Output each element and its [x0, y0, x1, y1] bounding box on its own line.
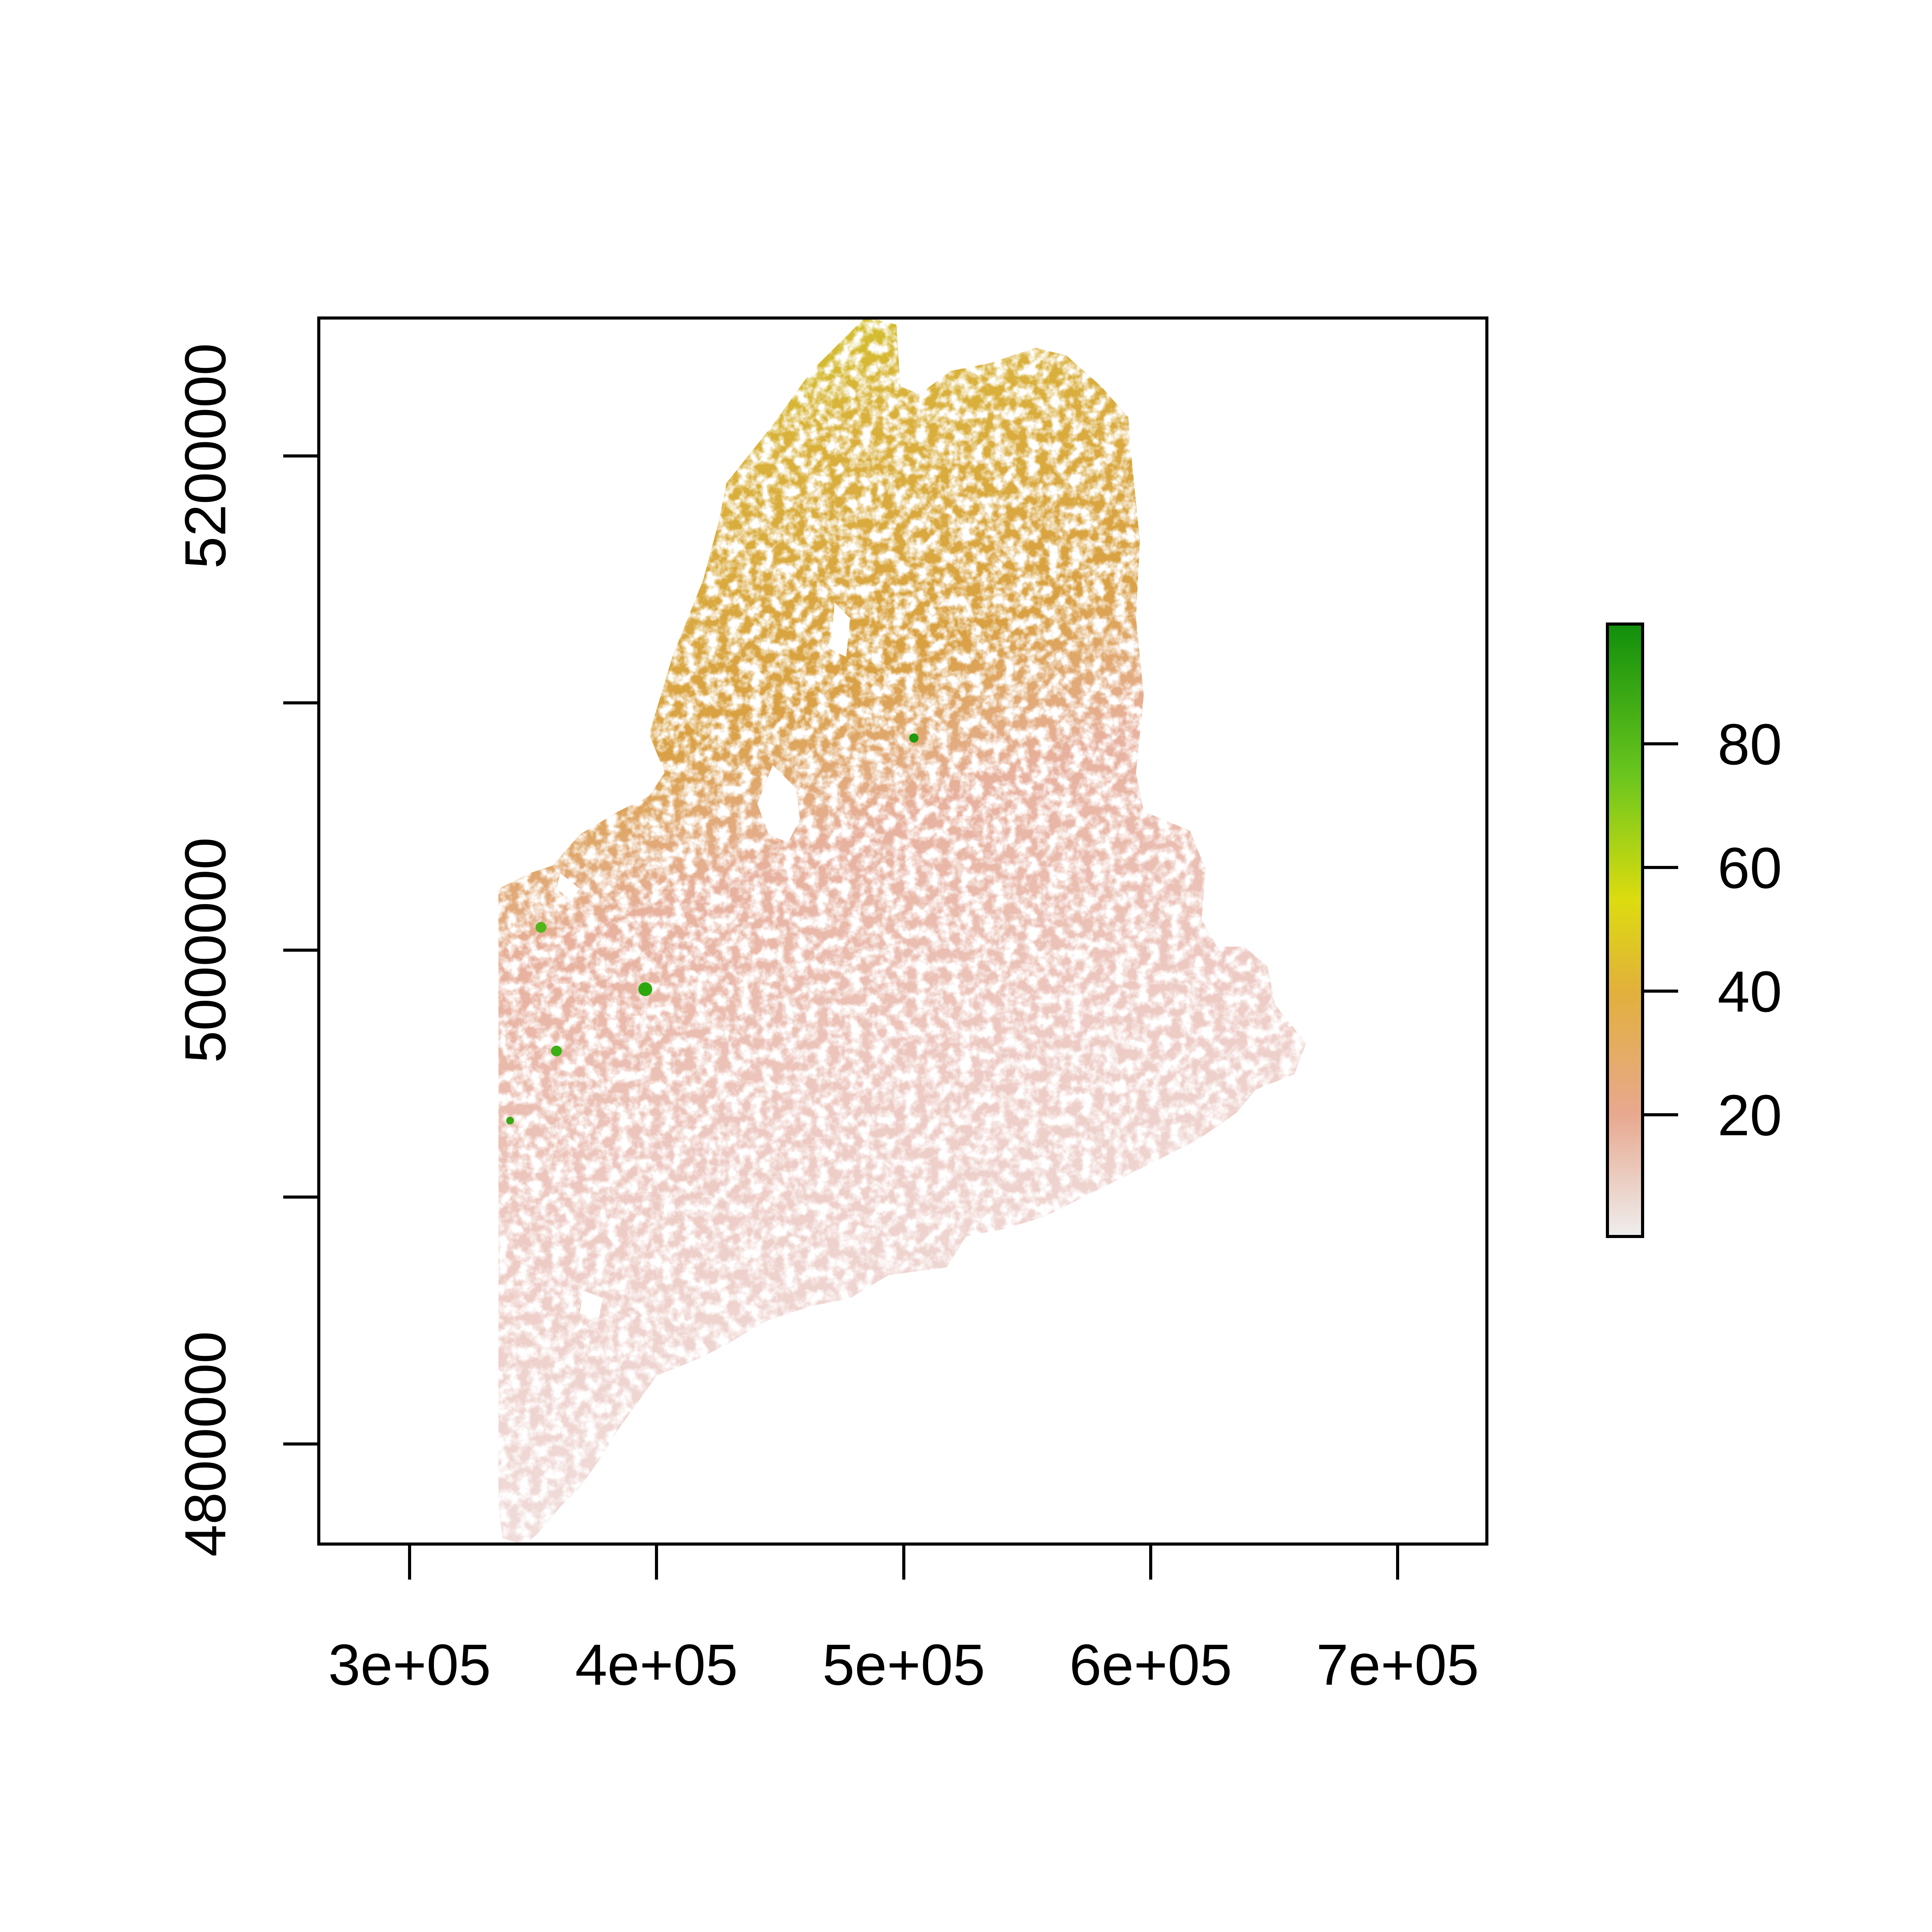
- lake-south: [580, 1291, 603, 1318]
- green-patch-1: [909, 733, 918, 743]
- x-tick-label-5: 7e+05: [1316, 1632, 1479, 1697]
- green-patch-5: [506, 1117, 514, 1124]
- lake-west: [556, 873, 580, 900]
- y-tick-label-3: 5000000: [173, 837, 238, 1063]
- green-patch-3: [551, 1046, 562, 1056]
- y-axis: 4800000 5000000 5200000: [173, 343, 319, 1557]
- x-tick-label-4: 6e+05: [1069, 1632, 1232, 1697]
- y-tick-label-1: 4800000: [173, 1331, 238, 1557]
- x-axis: 3e+05 4e+05 5e+05 6e+05 7e+05: [328, 1544, 1479, 1697]
- x-tick-label-1: 3e+05: [328, 1632, 491, 1697]
- green-patch-4: [536, 922, 546, 933]
- state-raster: [498, 317, 1306, 1546]
- y-tick-label-5: 5200000: [173, 343, 238, 569]
- raster-map: [498, 317, 1306, 1546]
- legend-label-40: 40: [1718, 959, 1782, 1024]
- legend-label-60: 60: [1718, 835, 1782, 900]
- lake-chesuncook: [831, 603, 850, 657]
- legend-label-20: 20: [1718, 1083, 1782, 1148]
- legend-colorbar: [1606, 622, 1644, 1238]
- lake-moosehead: [757, 765, 800, 842]
- x-tick-label-2: 4e+05: [575, 1632, 738, 1697]
- color-legend: 20 40 60 80: [1606, 622, 1782, 1238]
- legend-label-80: 80: [1718, 712, 1782, 777]
- x-tick-label-3: 5e+05: [822, 1632, 985, 1697]
- green-patch-2: [638, 982, 652, 996]
